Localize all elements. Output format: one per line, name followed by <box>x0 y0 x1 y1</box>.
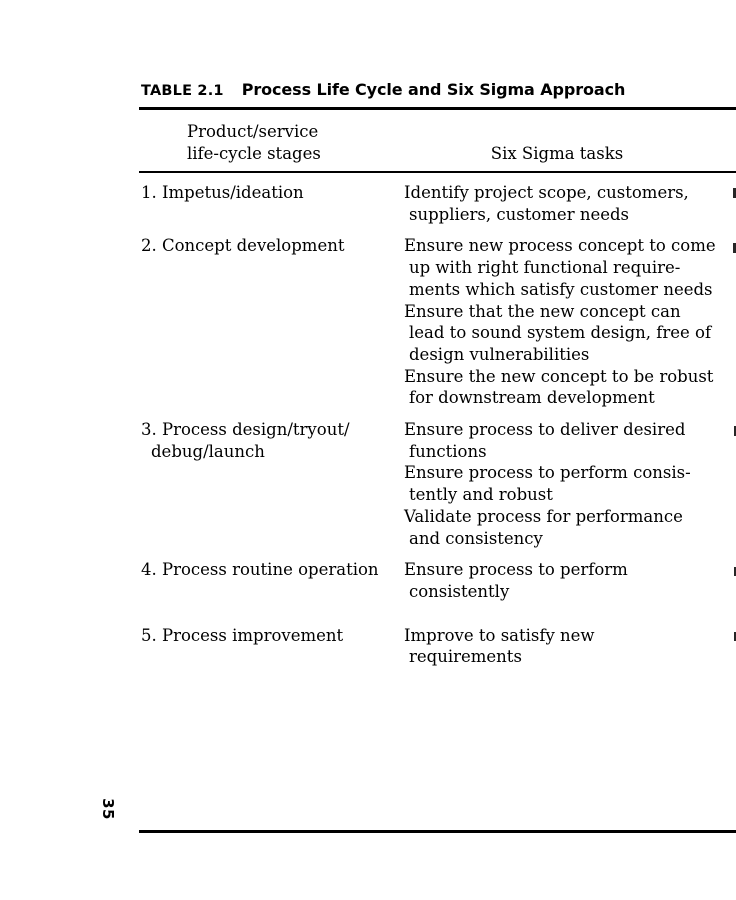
table-row: 2. Concept development Ensure new proces… <box>141 235 736 409</box>
clipped-column-text-fragment <box>733 426 736 436</box>
task-paragraph: Ensure that the new concept can lead to … <box>404 301 712 364</box>
rule-below-header <box>139 171 736 173</box>
stage-cell: 3. Process design/tryout/ debug/launch <box>141 420 350 461</box>
task-paragraph: Ensure process to deliver desired functi… <box>404 420 686 461</box>
stage-cell: 1. Impetus/ideation <box>141 183 304 202</box>
table-row: 1. Impetus/ideation Identify project sco… <box>141 182 736 225</box>
task-paragraph: Ensure new process concept to come up wi… <box>404 236 716 299</box>
clipped-column-text-fragment <box>734 567 736 576</box>
task-paragraph: Ensure process to perform consistently <box>404 560 628 601</box>
tasks-cell: Identify project scope, customers, suppl… <box>404 182 736 225</box>
tasks-cell: Ensure new process concept to come up wi… <box>404 235 736 409</box>
table-header-row: Product/service life-cycle stages Six Si… <box>141 121 736 164</box>
tasks-cell: Improve to satisfy new requirements <box>404 625 736 668</box>
tasks-cell: Ensure process to perform consistently <box>404 559 736 602</box>
task-paragraph: Improve to satisfy new requirements <box>404 625 595 667</box>
clipped-column-text-fragment <box>734 632 736 641</box>
clipped-column-text-fragment <box>733 243 736 253</box>
column-header-tasks: Six Sigma tasks <box>490 143 624 163</box>
table-body: 1. Impetus/ideation Identify project sco… <box>141 182 736 668</box>
table-row: 3. Process design/tryout/ debug/launch E… <box>141 419 736 549</box>
stage-cell: 2. Concept development <box>141 236 345 256</box>
column-header-stages: Product/service life-cycle stages <box>187 122 321 163</box>
task-paragraph: Ensure the new concept to be robust for … <box>404 366 714 408</box>
task-paragraph: Ensure process to perform consis- tently… <box>404 463 691 505</box>
stage-cell: 4. Process routine operation <box>141 560 379 580</box>
page-number: 35 <box>99 798 117 820</box>
table-caption: TABLE 2.1 Process Life Cycle and Six Sig… <box>141 80 625 99</box>
task-paragraph: Validate process for performance and con… <box>404 506 683 548</box>
task-paragraph: Identify project scope, customers, suppl… <box>404 183 689 224</box>
rule-bottom <box>139 830 736 833</box>
tasks-cell: Ensure process to deliver desired functi… <box>404 419 736 549</box>
stage-cell: 5. Process improvement <box>141 625 344 645</box>
table-row: 5. Process improvement Improve to satisf… <box>141 625 736 668</box>
clipped-column-text-fragment <box>733 188 736 198</box>
rule-below-title <box>139 107 736 110</box>
table-number-label: TABLE 2.1 <box>141 83 224 99</box>
table-row: 4. Process routine operation Ensure proc… <box>141 559 736 602</box>
table-title: Process Life Cycle and Six Sigma Approac… <box>241 80 626 99</box>
